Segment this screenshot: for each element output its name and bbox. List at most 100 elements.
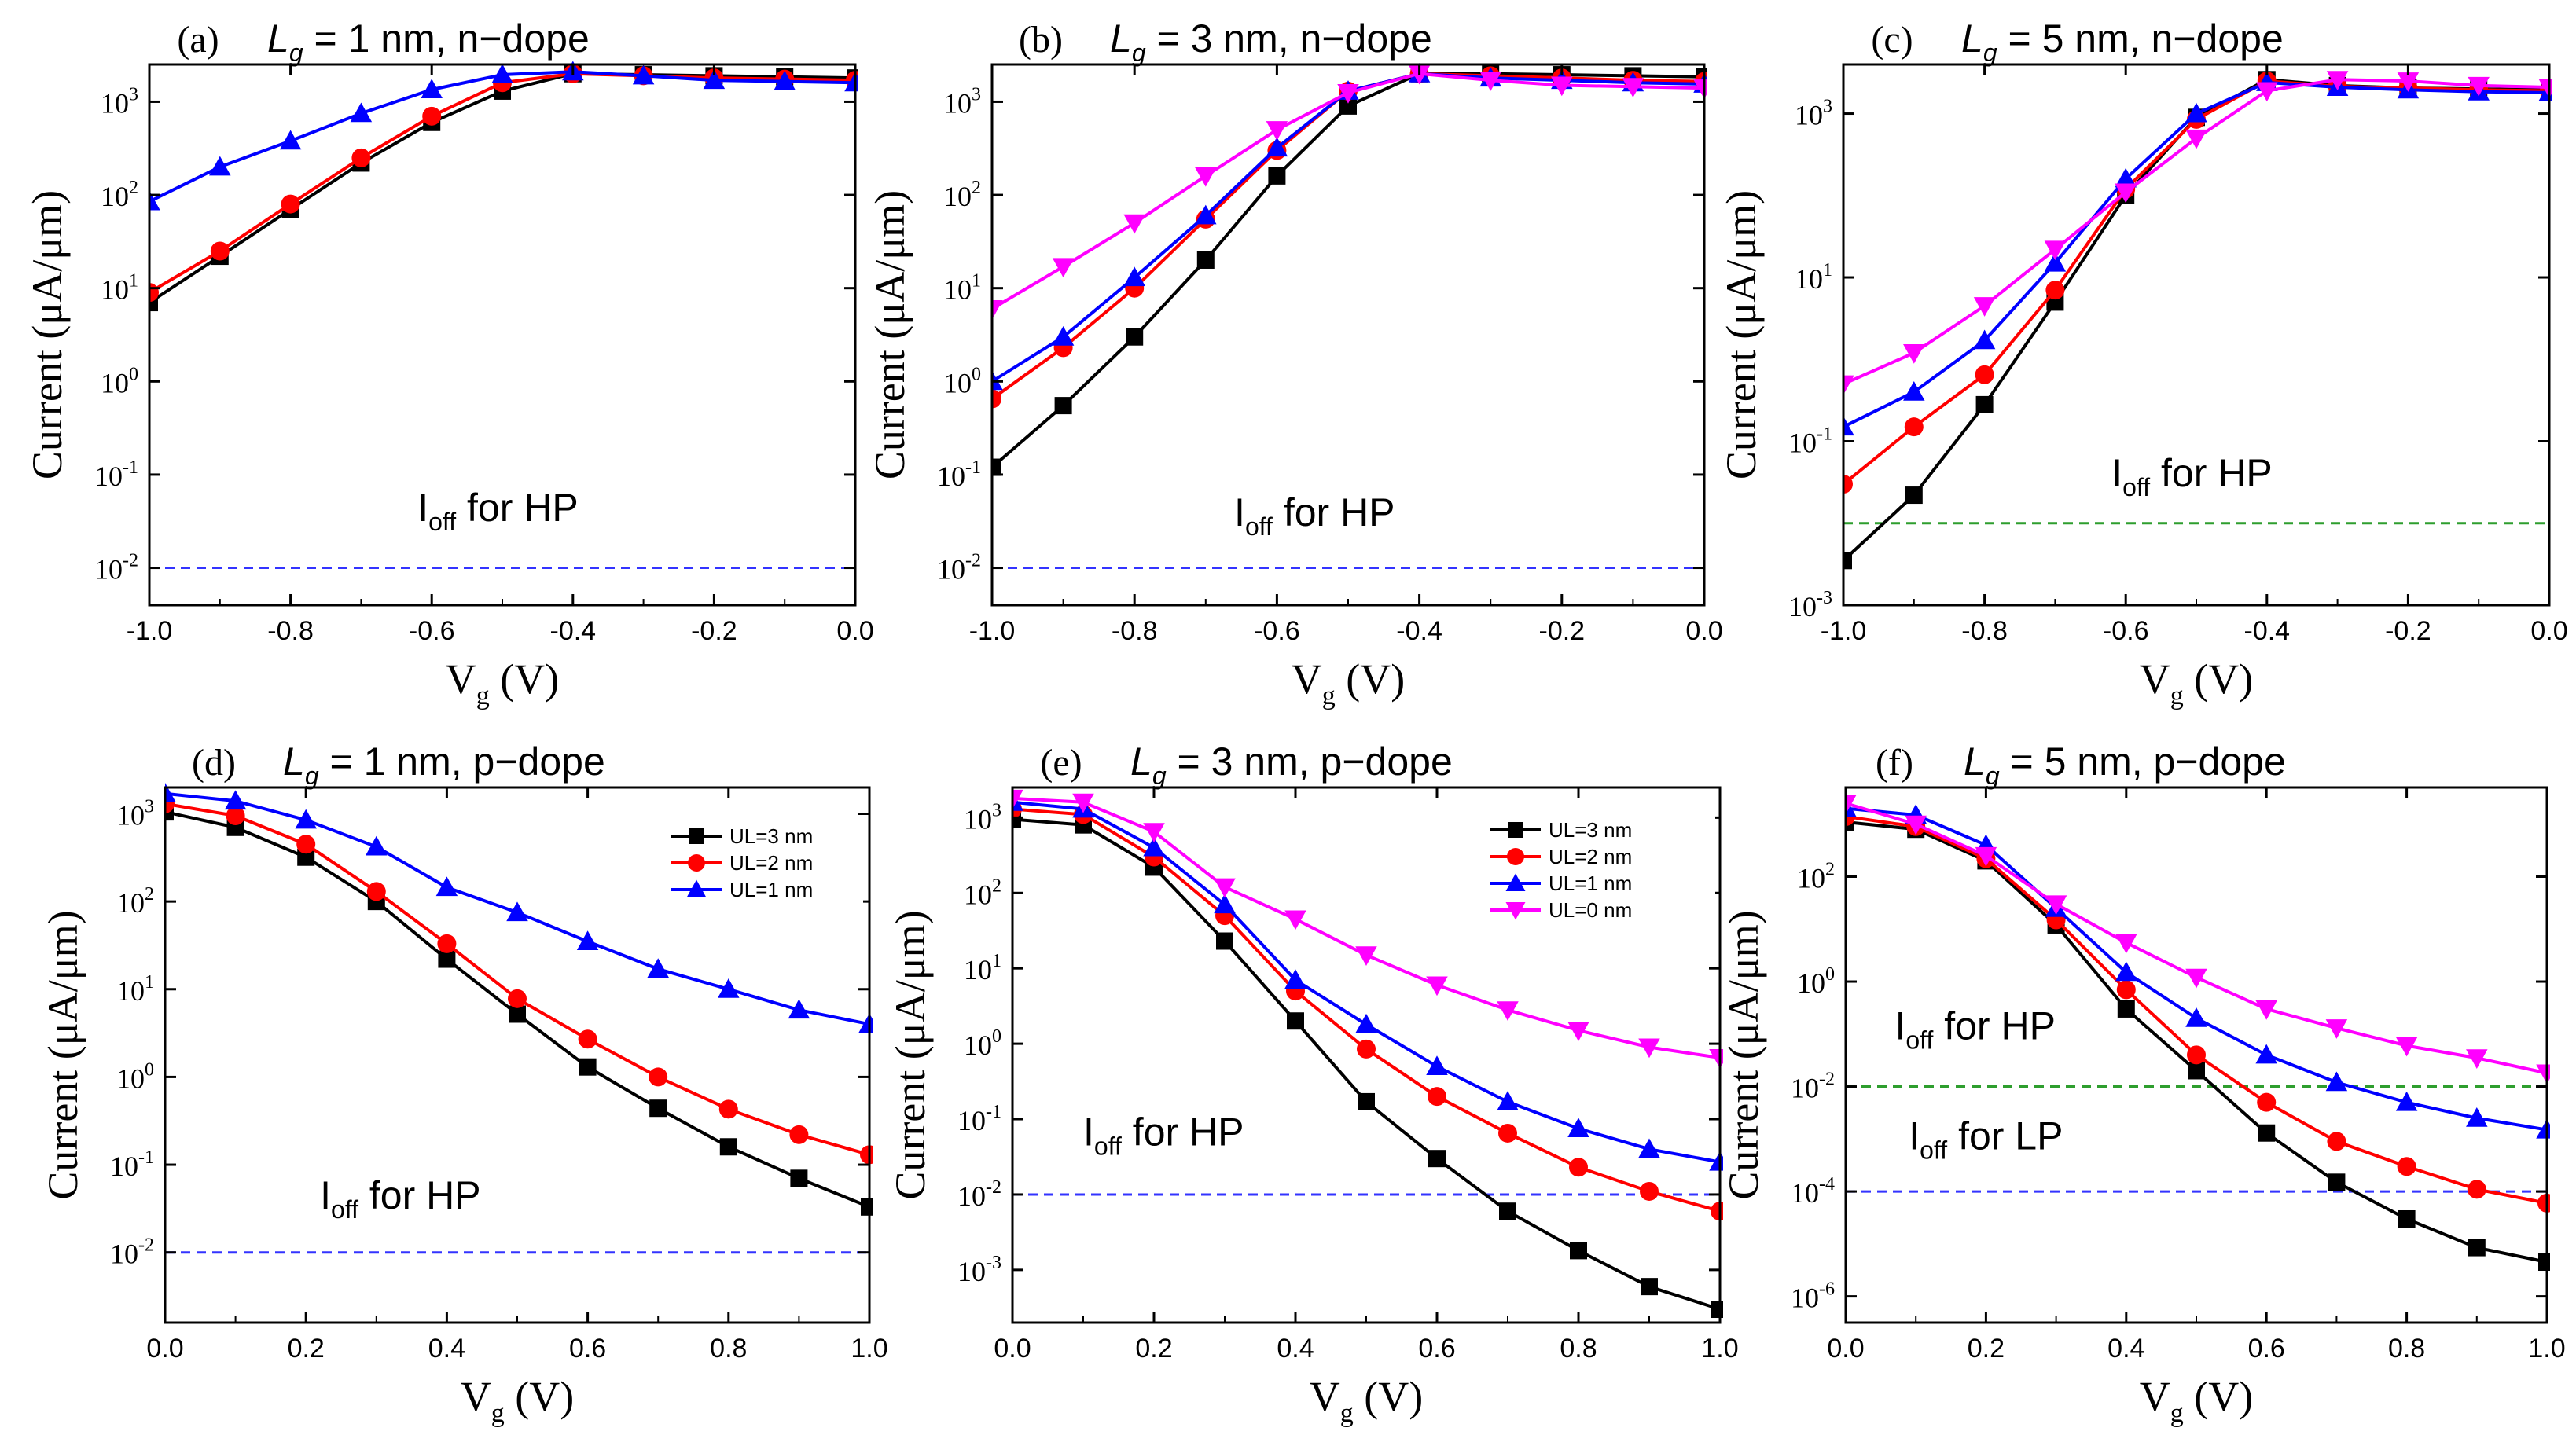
x-tick-label: -0.6 bbox=[2103, 616, 2149, 646]
panel-label: (a) bbox=[177, 19, 219, 61]
data-point bbox=[2466, 1107, 2488, 1127]
x-axis-label: Vg (V) bbox=[2140, 655, 2253, 710]
series-line-ul2nm bbox=[992, 72, 1705, 401]
data-point bbox=[992, 389, 1001, 409]
data-point bbox=[1638, 1038, 1660, 1059]
chart-panel-c: Ioff for HP -1.0 -0.8 -0.6 -0.4 -0.2 0.0 10-3 10… bbox=[1718, 17, 2568, 710]
chart-title: Lg = 1 nm, p−dope bbox=[283, 740, 605, 790]
data-point bbox=[1843, 375, 1854, 395]
legend-entry: UL=0 nm bbox=[1549, 898, 1632, 922]
y-tick-label: 10-1 bbox=[1788, 424, 1832, 459]
data-point bbox=[2185, 102, 2207, 123]
y-tick-label: 10-2 bbox=[937, 551, 981, 585]
data-area bbox=[165, 783, 873, 1216]
ioff-label: Ioff for HP bbox=[2111, 451, 2273, 501]
legend-marker bbox=[1505, 873, 1526, 891]
x-tick-label: 0.6 bbox=[1418, 1334, 1455, 1363]
data-point bbox=[1143, 836, 1165, 857]
data-point bbox=[1975, 365, 1994, 384]
x-tick-label: -0.6 bbox=[1254, 616, 1300, 646]
data-point bbox=[2397, 72, 2420, 92]
data-point bbox=[1012, 789, 1023, 809]
chart-title: Lg = 5 nm, n−dope bbox=[1961, 17, 2284, 67]
y-tick-label: 100 bbox=[116, 1059, 154, 1094]
x-tick-label: -1.0 bbox=[127, 616, 173, 646]
y-tick-label: 100 bbox=[101, 364, 138, 398]
y-tick-label: 101 bbox=[101, 271, 138, 306]
data-point bbox=[1287, 1012, 1304, 1030]
data-point bbox=[149, 294, 158, 312]
x-tick-label: -0.8 bbox=[1112, 616, 1158, 646]
data-point bbox=[422, 106, 442, 126]
data-point bbox=[1497, 1001, 1519, 1021]
data-point bbox=[351, 148, 371, 167]
data-point bbox=[437, 934, 457, 953]
data-area bbox=[1012, 789, 1723, 1319]
legend-entry: UL=3 nm bbox=[729, 824, 813, 848]
x-tick-label: -0.2 bbox=[691, 616, 737, 646]
legend-marker bbox=[1508, 822, 1523, 838]
x-tick-label: -0.4 bbox=[550, 616, 597, 646]
data-point bbox=[2044, 251, 2067, 272]
data-point bbox=[1622, 78, 1644, 98]
data-area bbox=[149, 61, 858, 312]
y-tick-label: 103 bbox=[116, 796, 154, 831]
x-tick-label: 0.2 bbox=[1135, 1334, 1172, 1363]
data-point bbox=[209, 156, 231, 176]
panel-label: (c) bbox=[1871, 19, 1913, 61]
data-point bbox=[1843, 416, 1854, 436]
x-tick-label: 1.0 bbox=[851, 1334, 887, 1363]
data-point bbox=[366, 882, 386, 901]
data-point bbox=[295, 809, 317, 829]
data-point bbox=[1216, 932, 1233, 950]
y-tick-label: 10-3 bbox=[957, 1253, 1001, 1287]
data-point bbox=[1195, 204, 1217, 225]
data-point bbox=[1196, 251, 1215, 269]
y-axis-label: Current (μA/μm) bbox=[1720, 910, 1767, 1199]
data-point bbox=[1052, 325, 1075, 346]
x-tick-label: -1.0 bbox=[1821, 616, 1867, 646]
data-point bbox=[1497, 1091, 1519, 1110]
data-point bbox=[2325, 1019, 2348, 1039]
data-point bbox=[2257, 1092, 2277, 1112]
x-tick-label: -0.2 bbox=[2385, 616, 2431, 646]
y-tick-label: 10-2 bbox=[957, 1177, 1001, 1212]
data-point bbox=[1846, 795, 1857, 814]
y-tick-label: 10-2 bbox=[1791, 1070, 1835, 1104]
x-tick-label: 0.8 bbox=[2388, 1334, 2425, 1363]
y-tick-label: 103 bbox=[101, 84, 138, 119]
data-point bbox=[1499, 1202, 1516, 1220]
data-point bbox=[2395, 1091, 2418, 1111]
data-point bbox=[226, 806, 245, 825]
data-point bbox=[1973, 329, 1996, 350]
data-point bbox=[2187, 1045, 2206, 1065]
data-point bbox=[2117, 1000, 2135, 1018]
y-tick-label: 101 bbox=[1795, 260, 1832, 295]
legend-entry: UL=2 nm bbox=[729, 851, 813, 875]
data-point bbox=[2115, 961, 2137, 982]
y-tick-label: 100 bbox=[943, 364, 981, 398]
x-tick-label: 0.2 bbox=[1968, 1334, 2005, 1363]
y-axis-label: Current (μA/μm) bbox=[39, 910, 86, 1199]
y-tick-label: 100 bbox=[964, 1026, 1001, 1061]
data-point bbox=[718, 978, 740, 998]
ioff-label: Ioff for HP bbox=[1083, 1110, 1244, 1161]
x-tick-label: 0.2 bbox=[288, 1334, 325, 1363]
legend-marker bbox=[686, 879, 707, 897]
chart-title: Lg = 5 nm, p−dope bbox=[1964, 740, 2286, 790]
data-point bbox=[2256, 82, 2278, 102]
panel-label: (d) bbox=[192, 742, 236, 784]
legend-marker bbox=[689, 828, 704, 844]
chart-title: Lg = 3 nm, p−dope bbox=[1130, 740, 1453, 790]
data-point bbox=[1339, 97, 1357, 115]
data-point bbox=[1337, 83, 1359, 104]
x-tick-label: 0.0 bbox=[994, 1334, 1031, 1363]
series-line-ul2nm bbox=[149, 72, 856, 294]
data-point bbox=[421, 79, 443, 98]
ioff-label: Ioff for HP bbox=[1894, 1004, 2056, 1054]
data-point bbox=[1357, 1039, 1376, 1059]
y-tick-label: 10-6 bbox=[1791, 1279, 1835, 1314]
data-point bbox=[438, 950, 456, 968]
data-point bbox=[1975, 846, 1997, 867]
